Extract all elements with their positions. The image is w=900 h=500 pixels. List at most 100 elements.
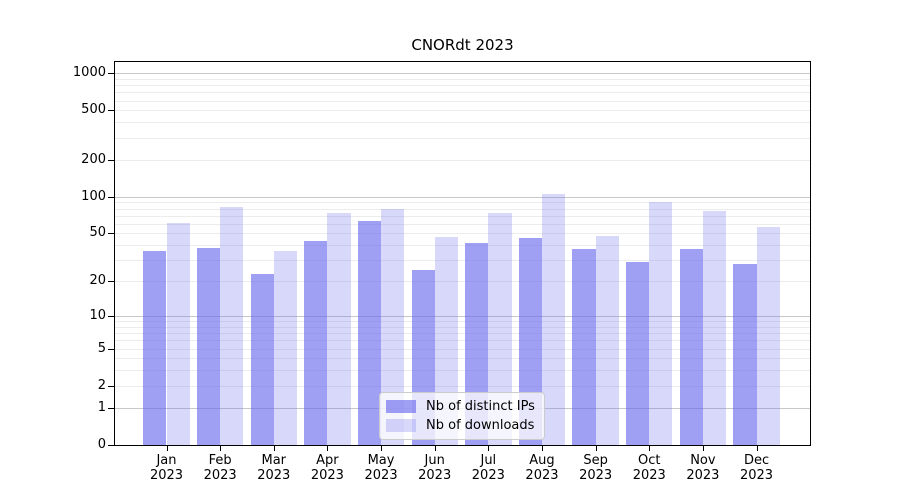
plot-area: Nb of distinct IPs Nb of downloads: [114, 61, 811, 446]
y-tick: [108, 110, 114, 112]
y-tick: [108, 407, 114, 409]
bar-downloads-dec: [756, 227, 780, 445]
y-tick-label: 50: [89, 225, 106, 241]
x-tick-year: 2023: [310, 468, 344, 483]
y-tick: [108, 73, 114, 75]
x-tick-year: 2023: [203, 468, 237, 483]
x-tick-label: Sep 2023: [564, 453, 628, 483]
x-tick-label: Jul 2023: [456, 453, 520, 483]
x-tick-year: 2023: [525, 468, 559, 483]
x-tick-label: May 2023: [349, 453, 413, 483]
bar-downloads-mar: [273, 250, 297, 445]
gridline-minor: [115, 110, 810, 112]
x-tick-label: Nov 2023: [671, 453, 735, 483]
legend-swatch-downloads: [386, 419, 416, 432]
x-tick: [488, 445, 490, 451]
y-tick: [108, 348, 114, 350]
x-tick-year: 2023: [471, 468, 505, 483]
gridline-minor: [115, 260, 810, 262]
bar-distinct-ips-feb: [196, 247, 221, 445]
bar-downloads-sep: [595, 235, 619, 445]
x-tick: [756, 445, 758, 451]
y-tick: [108, 233, 114, 235]
y-tick-label: 10: [89, 307, 106, 323]
bar-downloads-jan: [166, 222, 190, 445]
gridline-minor: [115, 100, 810, 102]
x-tick: [220, 445, 222, 451]
x-tick-year: 2023: [632, 468, 666, 483]
y-tick-label: 2: [97, 377, 106, 393]
gridline-minor: [115, 358, 810, 360]
gridline-minor: [115, 340, 810, 342]
legend-label-downloads: Nb of downloads: [426, 418, 535, 433]
x-tick-label: Jun 2023: [403, 453, 467, 483]
bar-downloads-apr: [327, 212, 351, 445]
bar-downloads-aug: [541, 193, 566, 445]
gridline-minor: [115, 321, 810, 323]
y-tick-label: 500: [81, 102, 106, 118]
gridline-major: [115, 196, 810, 198]
x-tick-label: Feb 2023: [188, 453, 252, 483]
bar-distinct-ips-sep: [572, 249, 596, 445]
gridline-minor: [115, 233, 810, 235]
gridline-minor: [115, 159, 810, 161]
gridline-minor: [115, 348, 810, 350]
bar-distinct-ips-mar: [250, 273, 274, 445]
gridline-minor: [115, 137, 810, 139]
x-tick-year: 2023: [418, 468, 452, 483]
x-tick-label: Dec 2023: [725, 453, 789, 483]
bar-distinct-ips-nov: [679, 249, 703, 445]
x-tick: [327, 445, 329, 451]
bar-downloads-nov: [702, 211, 727, 445]
gridline-minor: [115, 281, 810, 283]
gridline-minor: [115, 208, 810, 210]
x-tick-year: 2023: [257, 468, 291, 483]
x-tick: [166, 445, 168, 451]
legend-row-distinct-ips: Nb of distinct IPs: [386, 397, 538, 416]
bar-distinct-ips-jan: [143, 250, 167, 445]
y-tick-label: 1000: [72, 65, 106, 81]
x-tick: [541, 445, 543, 451]
y-tick-label: 200: [81, 151, 106, 167]
x-tick: [273, 445, 275, 451]
y-tick: [108, 159, 114, 161]
gridline-minor: [115, 245, 810, 247]
gridline-minor: [115, 122, 810, 124]
gridline-minor: [115, 370, 810, 372]
gridline-major: [115, 315, 810, 317]
bar-distinct-ips-apr: [304, 241, 328, 445]
x-tick-year: 2023: [686, 468, 720, 483]
y-tick-label: 1: [97, 399, 106, 415]
x-tick-year: 2023: [364, 468, 398, 483]
x-tick-year: 2023: [149, 468, 184, 483]
gridline-minor: [115, 92, 810, 94]
x-tick-year: 2023: [739, 468, 774, 483]
x-tick: [649, 445, 651, 451]
x-tick-label: Jan 2023: [135, 453, 199, 483]
x-tick: [595, 445, 597, 451]
gridline-minor: [115, 215, 810, 217]
y-tick: [108, 385, 114, 387]
legend-row-downloads: Nb of downloads: [386, 416, 538, 435]
x-tick-label: Apr 2023: [295, 453, 359, 483]
bar-distinct-ips-may: [357, 221, 382, 445]
legend: Nb of distinct IPs Nb of downloads: [379, 392, 545, 440]
bar-downloads-may: [381, 208, 405, 445]
x-tick-label: Aug 2023: [510, 453, 574, 483]
gridline-minor: [115, 326, 810, 328]
gridline-minor: [115, 333, 810, 335]
x-tick: [434, 445, 436, 451]
y-tick: [108, 281, 114, 283]
x-tick-label: Mar 2023: [242, 453, 306, 483]
gridline-minor: [115, 385, 810, 387]
gridline-minor: [115, 85, 810, 87]
gridline-minor: [115, 223, 810, 225]
x-tick: [702, 445, 704, 451]
legend-label-distinct-ips: Nb of distinct IPs: [426, 399, 535, 414]
x-tick-label: Oct 2023: [617, 453, 681, 483]
x-tick-year: 2023: [579, 468, 613, 483]
y-tick: [108, 196, 114, 198]
y-tick-label: 20: [89, 273, 106, 289]
gridline-minor: [115, 78, 810, 80]
